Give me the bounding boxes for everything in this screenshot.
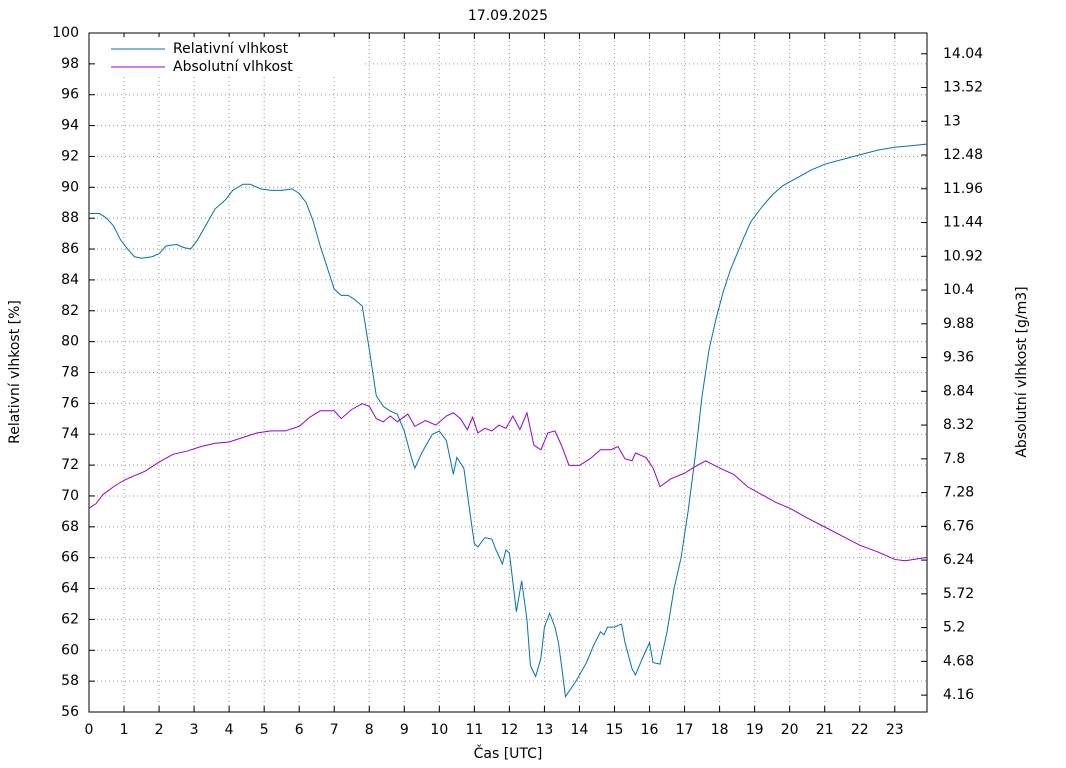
y2-tick-label: 9.88 xyxy=(943,316,974,332)
x-tick-label: 6 xyxy=(295,722,304,738)
legend-label: Absolutní vlhkost xyxy=(173,59,293,75)
x-tick-label: 2 xyxy=(155,722,164,738)
y2-tick-label: 12.48 xyxy=(943,147,983,163)
x-tick-label: 7 xyxy=(330,722,339,738)
x-tick-label: 5 xyxy=(260,722,269,738)
plot-frame xyxy=(88,32,928,713)
x-tick-label: 14 xyxy=(571,722,589,738)
y-tick-label: 84 xyxy=(61,272,79,288)
x-tick-label: 11 xyxy=(465,722,483,738)
y2-tick-label: 8.84 xyxy=(943,383,974,399)
x-tick-label: 1 xyxy=(120,722,129,738)
data-line xyxy=(89,143,927,698)
x-tick-label: 17 xyxy=(676,722,694,738)
legend-box xyxy=(95,37,365,77)
y-tick-label: 68 xyxy=(61,519,79,535)
x-tick-label: 22 xyxy=(851,722,869,738)
x-tick-label: 9 xyxy=(400,722,409,738)
y-tick-label: 86 xyxy=(61,241,79,257)
y2-tick-label: 13.52 xyxy=(943,80,983,96)
y2-tick-label: 10.92 xyxy=(943,248,983,264)
y-tick-label: 90 xyxy=(61,179,79,195)
x-tick-label: 21 xyxy=(816,722,834,738)
y-tick-label: 70 xyxy=(61,488,79,504)
x-tick-label: 23 xyxy=(886,722,904,738)
y-tick-label: 56 xyxy=(61,704,79,720)
x-tick-label: 8 xyxy=(365,722,374,738)
y-axis-label: Relativní vlhkost [%] xyxy=(7,300,23,444)
y2-tick-label: 13 xyxy=(943,113,961,129)
y-tick-label: 60 xyxy=(61,642,79,658)
y-tick-label: 88 xyxy=(61,210,79,226)
x-axis-label: Čas [UTC] xyxy=(474,744,543,762)
y-tick-label: 96 xyxy=(61,87,79,103)
x-tick-label: 10 xyxy=(430,722,448,738)
y-tick-label: 74 xyxy=(61,426,79,442)
y2-tick-label: 11.44 xyxy=(943,215,983,231)
y2-tick-label: 7.28 xyxy=(943,485,974,501)
y2-tick-label: 9.36 xyxy=(943,350,974,366)
y2-tick-label: 4.16 xyxy=(943,687,974,703)
x-tick-label: 13 xyxy=(536,722,554,738)
y2-tick-label: 6.76 xyxy=(943,518,974,534)
y-tick-label: 94 xyxy=(61,118,79,134)
y-tick-label: 66 xyxy=(61,550,79,566)
y2-tick-label: 8.32 xyxy=(943,417,974,433)
x-tick-label: 4 xyxy=(225,722,234,738)
y-tick-label: 82 xyxy=(61,303,79,319)
y2-tick-label: 4.68 xyxy=(943,653,974,669)
y-tick-label: 58 xyxy=(61,673,79,689)
y2-tick-label: 6.24 xyxy=(943,552,974,568)
y-tick-label: 72 xyxy=(61,457,79,473)
x-tick-label: 18 xyxy=(711,722,729,738)
y-tick-label: 100 xyxy=(52,25,79,41)
y-tick-label: 92 xyxy=(61,148,79,164)
y-tick-label: 62 xyxy=(61,611,79,627)
y2-tick-label: 10.4 xyxy=(943,282,974,298)
y2-tick-label: 14.04 xyxy=(943,46,983,62)
x-tick-label: 3 xyxy=(190,722,199,738)
legend-label: Relativní vlhkost xyxy=(173,41,289,57)
x-tick-label: 19 xyxy=(746,722,764,738)
y2-axis-label: Absolutní vlhkost [g/m3] xyxy=(1014,286,1030,457)
chart-title: 17.09.2025 xyxy=(468,8,548,24)
y2-tick-label: 7.8 xyxy=(943,451,965,467)
y2-tick-label: 11.96 xyxy=(943,181,983,197)
y-tick-label: 80 xyxy=(61,334,79,350)
y2-tick-label: 5.72 xyxy=(943,586,974,602)
y2-tick-label: 5.2 xyxy=(943,620,965,636)
x-tick-label: 0 xyxy=(85,722,94,738)
y-tick-label: 78 xyxy=(61,365,79,381)
x-tick-label: 16 xyxy=(641,722,659,738)
x-tick-label: 15 xyxy=(606,722,624,738)
y-tick-label: 76 xyxy=(61,395,79,411)
data-line xyxy=(88,403,927,562)
x-tick-label: 20 xyxy=(781,722,799,738)
y-tick-label: 98 xyxy=(61,56,79,72)
y-tick-label: 64 xyxy=(61,581,79,597)
x-tick-label: 12 xyxy=(500,722,518,738)
